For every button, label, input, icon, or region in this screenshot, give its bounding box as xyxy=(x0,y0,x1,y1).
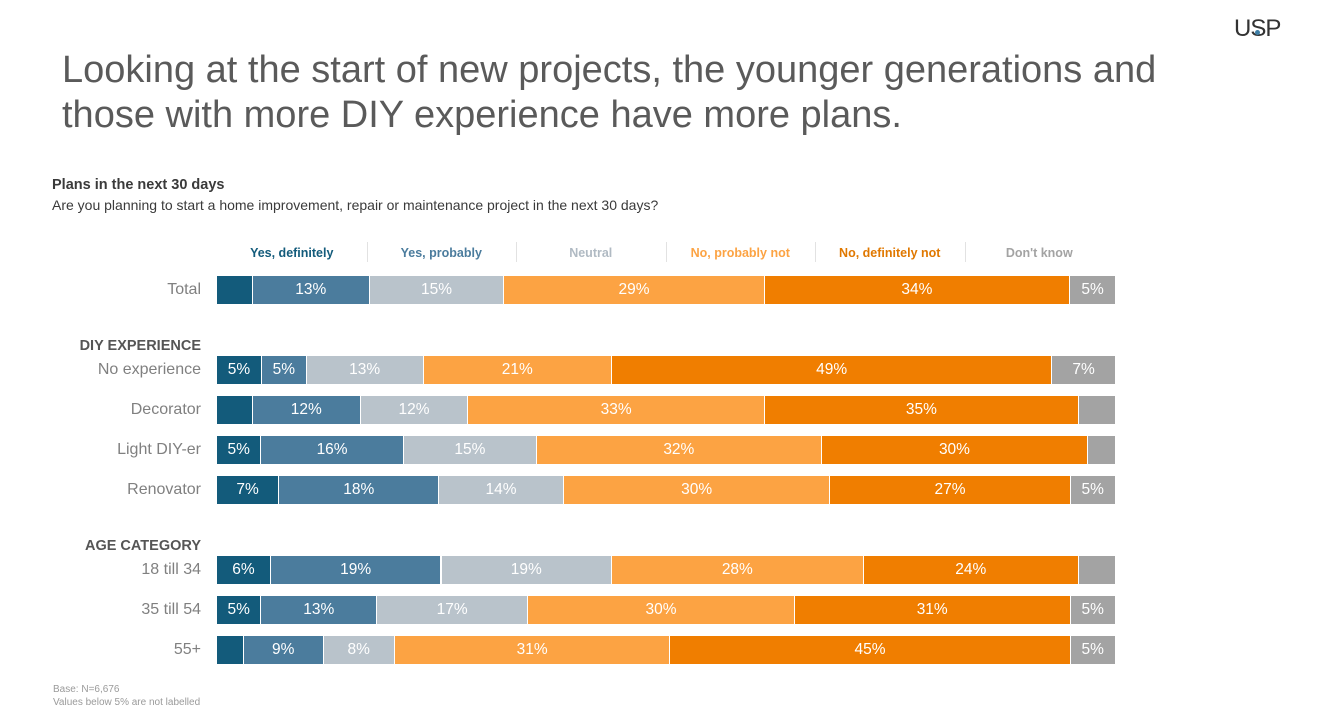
group-label: AGE CATEGORY xyxy=(84,538,201,554)
bar-segment: 19% xyxy=(441,556,613,584)
bar-segment: 8% xyxy=(323,636,395,664)
group-label: DIY EXPERIENCE xyxy=(79,338,201,354)
bar-segment xyxy=(1079,556,1115,584)
legend-separator xyxy=(964,242,966,262)
bar-segment: 9% xyxy=(243,636,324,664)
bar-segment: 31% xyxy=(794,596,1071,624)
bar-segment xyxy=(1079,396,1115,424)
legend-separator xyxy=(366,242,368,262)
row-label: Decorator xyxy=(130,401,201,418)
bar-row: 9% 8% 31% 45% 5% xyxy=(217,636,1115,664)
bar-segment: 16% xyxy=(261,436,404,464)
page-title: Looking at the start of new projects, th… xyxy=(62,49,1157,136)
bar-segment xyxy=(217,396,253,424)
bar-segment: 6% xyxy=(217,556,271,584)
bar-segment xyxy=(217,636,244,664)
bar-segment: 19% xyxy=(270,556,442,584)
legend-item-1: Yes, probably xyxy=(400,246,482,260)
bar-row: 5% 5% 13% 21% 49% 7% xyxy=(217,356,1115,384)
bar-row: 13% 15% 29% 34% 5% xyxy=(217,276,1115,304)
bar-segment: 18% xyxy=(279,476,440,504)
legend-separator xyxy=(815,242,816,262)
bar-segment: 15% xyxy=(403,436,538,464)
row-label: Light DIY-er xyxy=(117,441,201,458)
chart-title: Plans in the next 30 days xyxy=(52,177,225,193)
bar-segment: 5% xyxy=(217,356,262,384)
bar-segment: 30% xyxy=(563,476,831,504)
usp-logo: USP xyxy=(1234,15,1281,42)
bar-segment: 7% xyxy=(217,476,280,504)
bar-segment: 17% xyxy=(377,596,529,624)
bar-segment: 5% xyxy=(1070,276,1115,304)
bar-segment xyxy=(1088,436,1115,464)
legend-item-2: Neutral xyxy=(569,246,613,260)
bar-row: 7% 18% 14% 30% 27% 5% xyxy=(217,476,1115,504)
bar-segment: 13% xyxy=(261,596,378,624)
row-label: 35 till 54 xyxy=(141,601,201,618)
bar-segment: 45% xyxy=(670,636,1071,664)
bar-segment: 13% xyxy=(306,356,424,384)
bar-segment: 30% xyxy=(528,596,795,624)
row-label: 18 till 34 xyxy=(141,561,201,578)
legend-separator xyxy=(516,242,517,262)
bar-segment: 49% xyxy=(612,356,1053,384)
bar-segment: 5% xyxy=(217,596,262,624)
bar-segment: 28% xyxy=(612,556,864,584)
row-label: Total xyxy=(167,281,201,298)
legend-item-3: No, probably not xyxy=(690,246,790,260)
bar-segment: 13% xyxy=(252,276,370,304)
bar-segment: 5% xyxy=(1070,636,1115,664)
bar-segment: 31% xyxy=(394,636,671,664)
bar-segment: 5% xyxy=(1070,476,1115,504)
row-label: Renovator xyxy=(127,481,201,498)
bar-segment: 29% xyxy=(504,276,765,304)
bar-row: 12% 12% 33% 35% xyxy=(217,396,1115,424)
bar-segment: 14% xyxy=(439,476,564,504)
bar-row: 6% 19% 19% 28% 24% xyxy=(217,556,1115,584)
bar-segment: 12% xyxy=(252,396,361,424)
bar-segment: 24% xyxy=(863,556,1080,584)
legend-item-5: Don't know xyxy=(1005,246,1073,260)
bar-row: 5% 13% 17% 30% 31% 5% xyxy=(217,596,1115,624)
bar-segment: 12% xyxy=(360,396,469,424)
bar-segment: 5% xyxy=(1070,596,1115,624)
bar-segment: 5% xyxy=(217,436,262,464)
bar-row: 5% 16% 15% 32% 30% xyxy=(217,436,1115,464)
bar-segment: 7% xyxy=(1052,356,1115,384)
footnote-threshold: Values below 5% are not labelled xyxy=(53,697,201,708)
chart-question: Are you planning to start a home improve… xyxy=(52,197,659,213)
bar-segment: 30% xyxy=(821,436,1089,464)
bar-segment: 21% xyxy=(423,356,613,384)
bar-segment: 15% xyxy=(369,276,505,304)
bar-segment xyxy=(217,276,253,304)
bar-segment: 27% xyxy=(830,476,1071,504)
footnote-base: Base: N=6,676 xyxy=(53,684,120,695)
bar-segment: 33% xyxy=(468,396,765,424)
row-label: No experience xyxy=(97,361,201,378)
legend-item-0: Yes, definitely xyxy=(250,246,334,260)
bar-segment: 34% xyxy=(764,276,1071,304)
row-label: 55+ xyxy=(173,641,201,658)
legend-item-4: No, definitely not xyxy=(839,246,941,260)
legend-separator xyxy=(665,242,667,262)
bar-segment: 32% xyxy=(537,436,822,464)
bar-segment: 35% xyxy=(764,396,1080,424)
bar-segment: 5% xyxy=(261,356,307,384)
